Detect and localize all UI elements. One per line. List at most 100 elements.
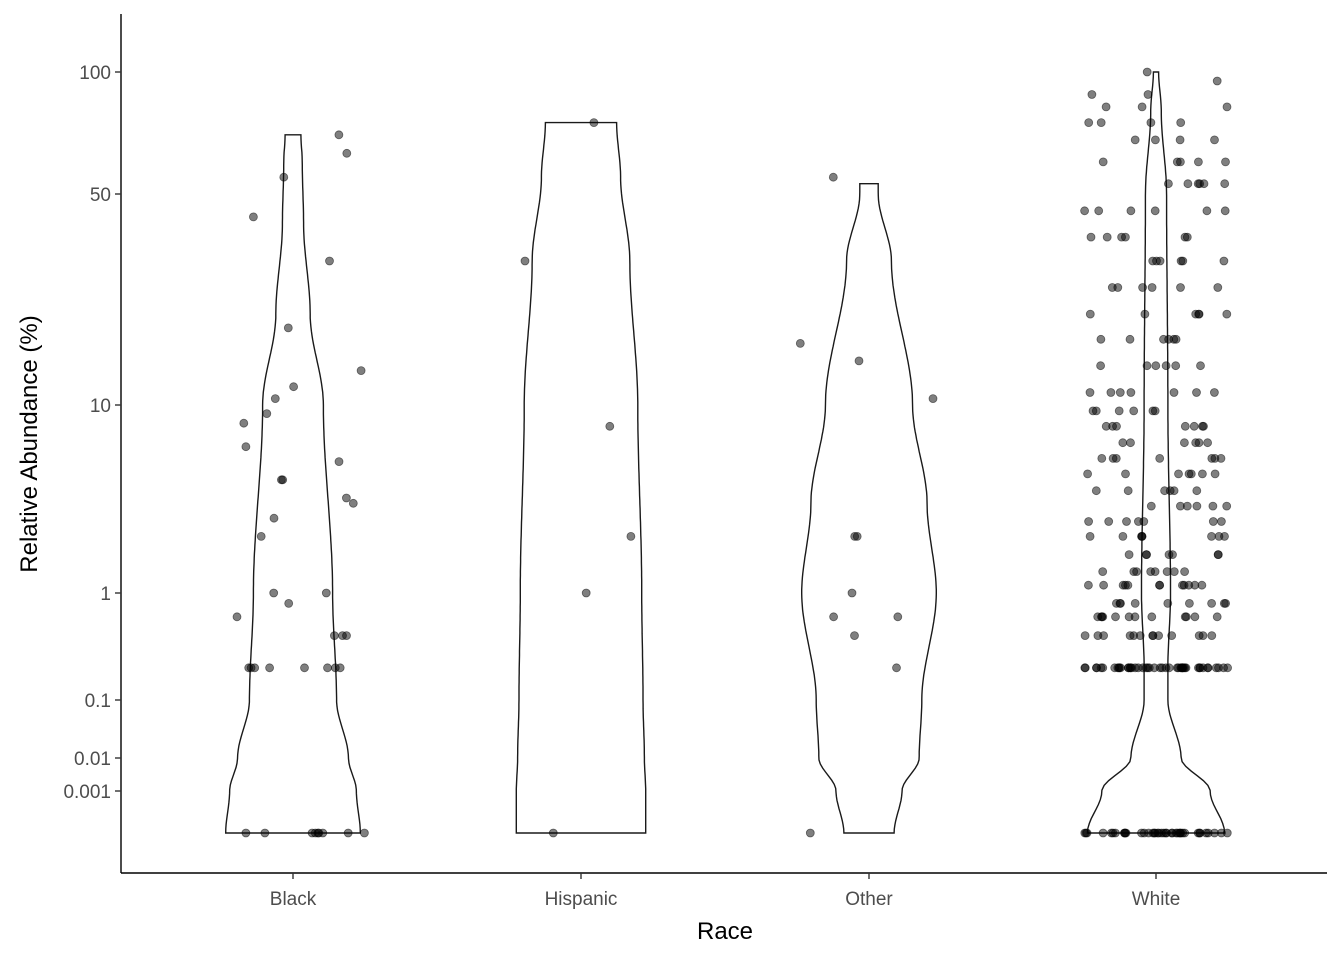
data-point <box>1118 438 1128 448</box>
data-point <box>1106 388 1116 397</box>
data-point <box>1178 256 1188 266</box>
data-point <box>1129 406 1139 416</box>
data-point <box>1219 599 1229 608</box>
data-point <box>1168 550 1177 559</box>
data-point <box>1180 663 1190 673</box>
data-point <box>1199 179 1209 189</box>
data-point <box>581 588 591 598</box>
data-point <box>626 532 636 541</box>
y-tick-label: 10 <box>90 396 111 417</box>
data-point <box>1143 90 1153 99</box>
data-point <box>1111 612 1120 622</box>
data-point <box>278 475 288 485</box>
data-point <box>1207 599 1216 608</box>
data-point <box>1184 469 1194 479</box>
data-point <box>1115 663 1124 673</box>
data-point <box>1182 232 1192 242</box>
data-point <box>1086 232 1096 242</box>
data-point <box>1118 532 1128 541</box>
data-point <box>1194 663 1203 673</box>
data-point <box>1171 361 1181 371</box>
data-point <box>270 394 280 404</box>
data-point <box>1176 118 1186 127</box>
data-point <box>1219 256 1229 266</box>
data-point <box>1148 631 1158 640</box>
data-point <box>1147 283 1157 292</box>
data-point <box>805 828 815 838</box>
x-tick-label: Hispanic <box>545 889 618 910</box>
data-point <box>321 588 331 598</box>
data-point <box>1176 157 1185 167</box>
violin-black <box>224 134 362 834</box>
y-tick-label: 0.01 <box>74 749 111 770</box>
data-point <box>1130 135 1140 145</box>
data-point <box>1137 102 1147 112</box>
data-point <box>1142 67 1152 77</box>
data-point <box>1084 118 1094 127</box>
data-point <box>1127 663 1137 673</box>
data-point <box>1189 421 1199 431</box>
data-point <box>1080 631 1090 640</box>
data-point <box>318 828 328 838</box>
data-point <box>1222 828 1232 838</box>
data-point <box>239 418 249 428</box>
data-point <box>795 338 805 348</box>
data-point <box>1142 361 1152 371</box>
data-point <box>1194 309 1204 319</box>
data-point <box>1190 580 1200 590</box>
data-point <box>323 663 332 673</box>
data-point <box>1099 580 1108 590</box>
data-point <box>548 828 558 838</box>
data-point <box>1085 309 1095 319</box>
data-point <box>1125 334 1135 344</box>
data-point <box>1180 567 1189 576</box>
data-point <box>1151 135 1160 145</box>
data-point <box>1134 517 1143 526</box>
data-point <box>265 663 275 673</box>
data-point <box>1137 532 1146 541</box>
data-point <box>1185 599 1194 608</box>
point-layer <box>232 67 1232 838</box>
data-point <box>1217 517 1226 526</box>
data-point <box>1176 283 1185 292</box>
data-point <box>1146 118 1156 127</box>
data-point <box>1083 469 1092 479</box>
data-point <box>1085 388 1095 397</box>
data-point <box>1080 663 1090 673</box>
data-point <box>356 366 366 376</box>
data-point <box>828 172 838 182</box>
data-point <box>1120 828 1130 838</box>
data-point <box>1094 206 1104 216</box>
data-point <box>1126 206 1136 216</box>
data-point <box>1107 828 1116 838</box>
data-point <box>1198 469 1207 479</box>
data-point <box>1097 453 1107 463</box>
data-point <box>1091 486 1101 496</box>
data-point <box>1143 663 1153 673</box>
data-point <box>1116 599 1125 608</box>
y-axis-title: Relative Abundance (%) <box>16 315 43 572</box>
data-point <box>892 663 901 673</box>
data-point <box>334 130 344 140</box>
data-point <box>1080 206 1089 216</box>
data-point <box>1155 453 1165 463</box>
data-point <box>269 513 279 523</box>
data-point <box>1164 179 1173 189</box>
data-point <box>329 631 339 640</box>
data-point <box>893 612 903 622</box>
y-tick-layer: 0.001 0.01 0.1 1 10 50 100 <box>63 63 121 803</box>
y-tick-label: 50 <box>90 185 111 206</box>
data-point <box>1161 361 1171 371</box>
data-point <box>1222 309 1232 319</box>
data-point <box>1220 179 1230 189</box>
data-point <box>1107 283 1117 292</box>
data-point <box>1219 663 1228 673</box>
data-point <box>260 828 270 838</box>
data-point <box>1174 469 1183 479</box>
data-point <box>279 172 289 182</box>
data-point <box>1137 828 1146 838</box>
y-tick-label: 1 <box>100 584 111 605</box>
data-point <box>1212 612 1222 622</box>
data-point <box>1104 517 1114 526</box>
